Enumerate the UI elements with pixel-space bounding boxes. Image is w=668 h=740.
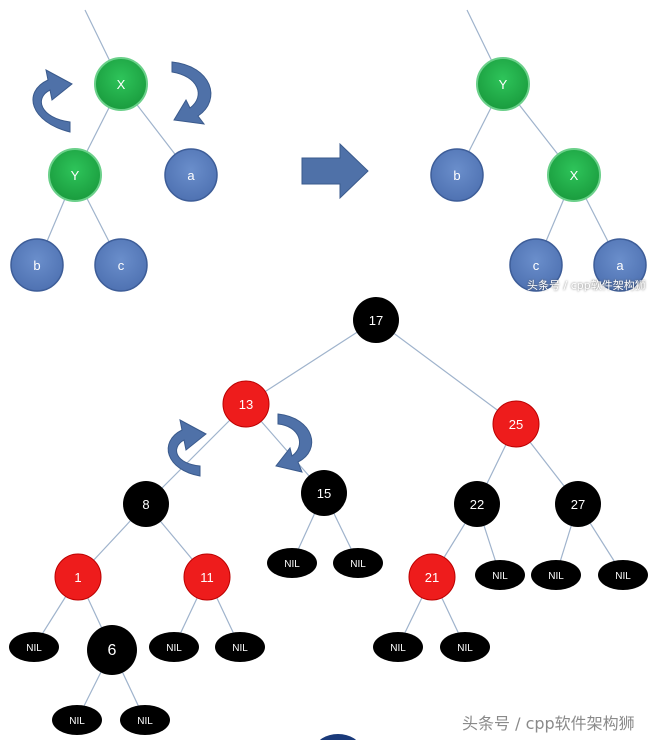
nil-node-11-label: NIL xyxy=(137,716,153,727)
rb-edge-n17-n13 xyxy=(245,319,377,405)
nil-node-0: NIL xyxy=(267,548,317,578)
tl-node-c: c xyxy=(94,238,148,292)
rb-node-n8-label: 8 xyxy=(142,497,149,512)
tr-node-X: X xyxy=(547,148,601,202)
rb-node-n15-label: 15 xyxy=(317,486,331,501)
rb-node-n21-label: 21 xyxy=(425,570,439,585)
tr-node-c: c xyxy=(509,238,563,292)
rb-node-n17: 17 xyxy=(353,297,399,343)
nil-node-2: NIL xyxy=(475,560,525,590)
rb-node-n21: 21 xyxy=(408,553,456,601)
tr-node-a: a xyxy=(593,238,647,292)
watermark: 头条号 / cpp软件架构狮 xyxy=(462,714,635,733)
rb-node-n1-label: 1 xyxy=(74,570,81,585)
nil-node-4-label: NIL xyxy=(615,571,631,582)
tl-node-a-label: a xyxy=(187,168,195,183)
nil-node-6-label: NIL xyxy=(166,643,182,654)
tree-edges xyxy=(33,9,624,721)
nil-node-0-label: NIL xyxy=(284,559,300,570)
rotate-right-arrow-top xyxy=(171,61,212,125)
nil-node-9: NIL xyxy=(440,632,490,662)
tr-node-Y: Y xyxy=(476,57,530,111)
tl-node-a: a xyxy=(164,148,218,202)
rb-node-n25: 25 xyxy=(492,400,540,448)
rb-node-n6-label: 6 xyxy=(108,642,117,659)
rb-node-n17-label: 17 xyxy=(369,313,383,328)
tl-node-X: X xyxy=(94,57,148,111)
rb-node-n27: 27 xyxy=(555,481,601,527)
nil-node-7-label: NIL xyxy=(232,643,248,654)
rb-node-n22: 22 xyxy=(454,481,500,527)
nil-node-11: NIL xyxy=(120,705,170,735)
watermark-small: 头条号 / cpp软件架构狮 xyxy=(527,279,646,292)
rb-node-n11-label: 11 xyxy=(200,570,214,585)
tl-node-b-label: b xyxy=(33,258,40,273)
tl-node-Y: Y xyxy=(48,148,102,202)
partial-node xyxy=(319,734,357,740)
nil-node-7: NIL xyxy=(215,632,265,662)
nil-node-1-label: NIL xyxy=(350,559,366,570)
rb-node-n13-label: 13 xyxy=(239,397,253,412)
tl-node-b: b xyxy=(10,238,64,292)
nil-node-10: NIL xyxy=(52,705,102,735)
rb-node-n6: 6 xyxy=(87,625,137,675)
tr-node-a-label: a xyxy=(616,258,624,273)
rb-edge-n17-n25 xyxy=(375,319,517,425)
nil-node-9-label: NIL xyxy=(457,643,473,654)
nil-node-1: NIL xyxy=(333,548,383,578)
transform-arrow xyxy=(301,142,369,200)
nil-node-3-label: NIL xyxy=(548,571,564,582)
rotate-right-arrow-rb xyxy=(275,413,313,473)
tr-node-X-label: X xyxy=(570,168,579,183)
tr-node-c-label: c xyxy=(533,258,540,273)
nil-node-3: NIL xyxy=(531,560,581,590)
nil-node-4: NIL xyxy=(598,560,648,590)
rb-edge-n13-n8 xyxy=(145,403,247,505)
rotation-arrows xyxy=(32,61,369,477)
nil-node-8: NIL xyxy=(373,632,423,662)
tl-node-Y-label: Y xyxy=(71,168,80,183)
nil-node-8-label: NIL xyxy=(390,643,406,654)
rb-node-n11: 11 xyxy=(183,553,231,601)
nil-node-2-label: NIL xyxy=(492,571,508,582)
rb-node-n13: 13 xyxy=(222,380,270,428)
nil-node-5-label: NIL xyxy=(26,643,42,654)
rb-node-n1: 1 xyxy=(54,553,102,601)
tr-node-b: b xyxy=(430,148,484,202)
nil-node-10-label: NIL xyxy=(69,716,85,727)
tl-node-c-label: c xyxy=(118,258,125,273)
tl-node-X-label: X xyxy=(117,77,126,92)
rb-node-n15: 15 xyxy=(301,470,347,516)
nil-node-6: NIL xyxy=(149,632,199,662)
rb-node-n27-label: 27 xyxy=(571,497,585,512)
nil-node-5: NIL xyxy=(9,632,59,662)
tr-node-b-label: b xyxy=(453,168,460,183)
rotate-left-arrow-rb xyxy=(167,419,207,477)
tr-node-Y-label: Y xyxy=(499,77,508,92)
rb-node-n22-label: 22 xyxy=(470,497,484,512)
rb-node-n8: 8 xyxy=(123,481,169,527)
rotate-left-arrow-top xyxy=(32,69,73,133)
rb-node-n25-label: 25 xyxy=(509,417,523,432)
